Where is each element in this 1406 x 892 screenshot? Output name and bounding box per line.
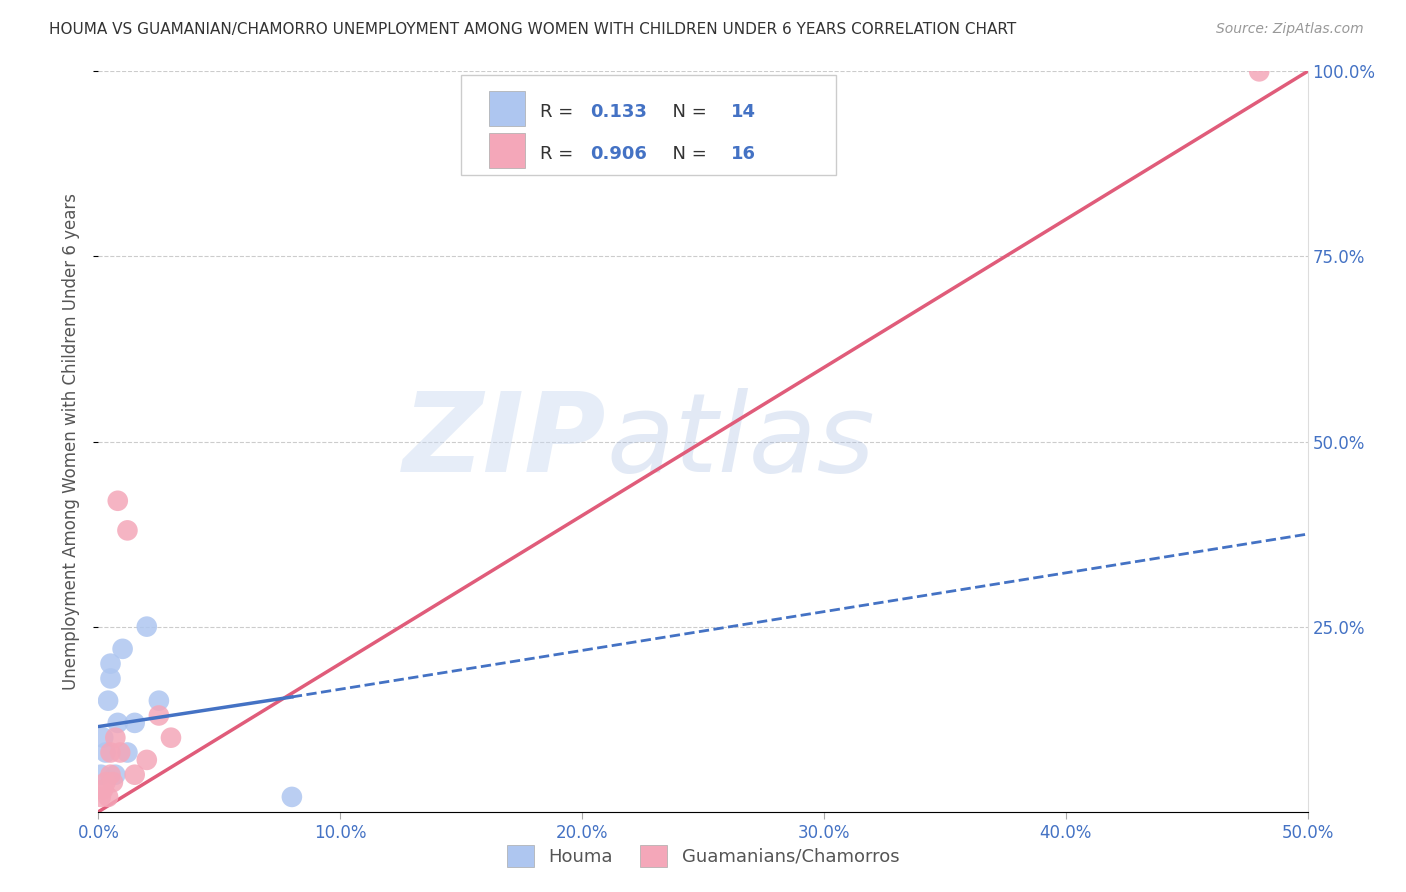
Point: [107, 493, 129, 508]
FancyBboxPatch shape: [489, 91, 526, 127]
Point: [124, 767, 146, 781]
Point: [91, 782, 114, 797]
Point: [117, 524, 139, 538]
Point: [101, 775, 124, 789]
Point: [94, 775, 117, 789]
Point: [97, 694, 120, 708]
Point: [135, 753, 157, 767]
Y-axis label: Unemployment Among Women with Children Under 6 years: Unemployment Among Women with Children U…: [62, 193, 80, 690]
Point: [104, 767, 127, 781]
Point: [160, 731, 183, 745]
Legend: Houma, Guamanians/Chamorros: Houma, Guamanians/Chamorros: [499, 838, 907, 874]
Point: [107, 715, 129, 730]
Text: Source: ZipAtlas.com: Source: ZipAtlas.com: [1216, 22, 1364, 37]
FancyBboxPatch shape: [489, 133, 526, 168]
Point: [90, 789, 112, 804]
Point: [100, 746, 122, 760]
Point: [135, 619, 157, 633]
Text: HOUMA VS GUAMANIAN/CHAMORRO UNEMPLOYMENT AMONG WOMEN WITH CHILDREN UNDER 6 YEARS: HOUMA VS GUAMANIAN/CHAMORRO UNEMPLOYMENT…: [49, 22, 1017, 37]
Text: atlas: atlas: [606, 388, 875, 495]
Text: N =: N =: [661, 145, 713, 162]
Point: [97, 789, 120, 804]
Point: [148, 694, 170, 708]
Point: [91, 731, 114, 745]
Point: [124, 715, 146, 730]
Text: R =: R =: [540, 145, 579, 162]
Point: [100, 672, 122, 686]
Point: [108, 746, 131, 760]
FancyBboxPatch shape: [461, 75, 837, 175]
Point: [111, 641, 134, 656]
Point: [100, 657, 122, 671]
Point: [94, 746, 117, 760]
Text: ZIP: ZIP: [402, 388, 606, 495]
Point: [90, 767, 112, 781]
Point: [281, 789, 304, 804]
Text: 0.906: 0.906: [591, 145, 647, 162]
Text: R =: R =: [540, 103, 579, 121]
Point: [100, 767, 122, 781]
Point: [117, 746, 139, 760]
Point: [1249, 64, 1271, 78]
Text: 0.133: 0.133: [591, 103, 647, 121]
Point: [148, 708, 170, 723]
Point: [104, 731, 127, 745]
Text: 16: 16: [731, 145, 756, 162]
Text: N =: N =: [661, 103, 713, 121]
Text: 14: 14: [731, 103, 756, 121]
